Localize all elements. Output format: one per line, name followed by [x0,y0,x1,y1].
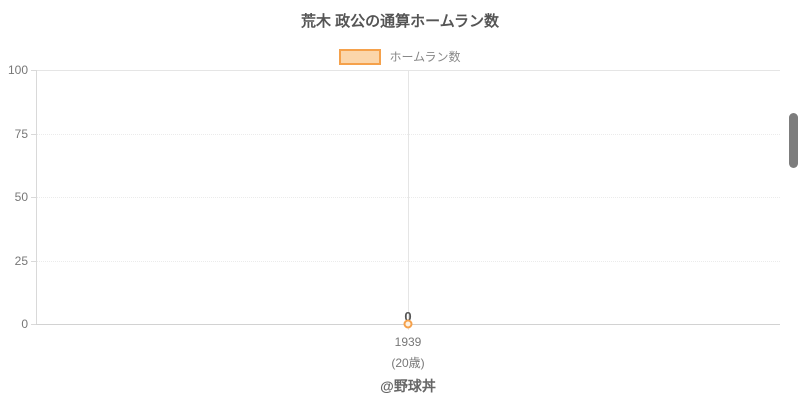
chart-title: 荒木 政公の通算ホームラン数 [301,13,499,30]
ytick-mark-100 [31,70,36,71]
y-axis-line [36,70,37,324]
ytick-label-75: 75 [14,126,28,141]
ytick-label-100: 100 [7,63,28,77]
category-gridline-1939 [408,70,409,330]
legend-swatch-icon [339,48,382,65]
data-point-1939[interactable] [403,319,413,329]
scrollbar-thumb[interactable] [789,113,798,168]
footer-credit: @野球丼 [380,378,436,394]
xtick-label-year: 1939 [394,335,422,349]
ytick-mark-0 [31,324,36,325]
ytick-label-0: 0 [21,317,28,331]
ytick-mark-75 [31,133,36,135]
ytick-mark-50 [31,197,36,198]
legend-label: ホームラン数 [389,50,461,64]
ytick-label-25: 25 [14,253,28,268]
ytick-mark-25 [31,260,36,262]
ytick-label-50: 50 [14,190,28,204]
xtick-label-age: (20歳) [391,356,425,370]
data-point-value-label: 0 [404,309,412,324]
legend-item-homeruns[interactable]: ホームラン数 [0,48,800,65]
